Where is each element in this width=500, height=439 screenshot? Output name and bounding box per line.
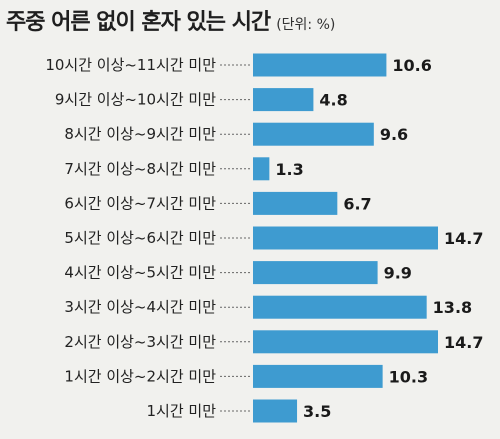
- bar-row: 9시간 이상~10시간 미만 4.8: [55, 88, 348, 112]
- category-label: 9시간 이상~10시간 미만: [55, 91, 216, 109]
- bar-row: 3시간 이상~4시간 미만 13.8: [64, 295, 472, 319]
- value-label: 9.6: [380, 125, 408, 144]
- bar: [253, 53, 387, 77]
- title-row: 주중 어른 없이 혼자 있는 시간 (단위: %): [6, 4, 335, 40]
- chart-unit: (단위: %): [276, 17, 336, 33]
- bar-row: 1시간 이상~2시간 미만 10.3: [64, 364, 428, 388]
- value-label: 9.9: [384, 264, 412, 283]
- value-label: 3.5: [303, 402, 331, 421]
- bar: [253, 226, 438, 250]
- category-label: 1시간 미만: [146, 402, 216, 420]
- category-label: 1시간 이상~2시간 미만: [64, 367, 216, 385]
- bar: [253, 330, 438, 354]
- value-label: 1.3: [275, 160, 303, 179]
- value-label: 13.8: [433, 298, 472, 317]
- bar-row: 6시간 이상~7시간 미만 6.7: [64, 191, 372, 215]
- bar-row: 8시간 이상~9시간 미만 9.6: [64, 122, 408, 146]
- bar: [253, 122, 374, 146]
- bar: [253, 157, 270, 181]
- value-label: 10.3: [389, 367, 428, 386]
- chart-title: 주중 어른 없이 혼자 있는 시간: [6, 10, 271, 35]
- bar-row: 1시간 미만 3.5: [146, 399, 331, 423]
- category-label: 4시간 이상~5시간 미만: [64, 264, 216, 282]
- value-label: 10.6: [392, 56, 431, 75]
- bar-row: 7시간 이상~8시간 미만 1.3: [64, 157, 304, 181]
- bar-row: 5시간 이상~6시간 미만 14.7: [64, 226, 483, 250]
- category-label: 3시간 이상~4시간 미만: [64, 298, 216, 316]
- category-label: 2시간 이상~3시간 미만: [64, 333, 216, 351]
- category-label: 8시간 이상~9시간 미만: [64, 125, 216, 143]
- value-label: 14.7: [444, 229, 483, 248]
- bar-row: 4시간 이상~5시간 미만 9.9: [64, 261, 412, 285]
- bar-row: 10시간 이상~11시간 미만 10.6: [45, 53, 432, 77]
- bar: [253, 191, 338, 215]
- category-label: 6시간 이상~7시간 미만: [64, 194, 216, 212]
- value-label: 4.8: [319, 91, 347, 110]
- category-label: 7시간 이상~8시간 미만: [64, 160, 216, 178]
- bar: [253, 88, 314, 112]
- category-label: 10시간 이상~11시간 미만: [45, 56, 216, 74]
- category-label: 5시간 이상~6시간 미만: [64, 229, 216, 247]
- bar-row: 2시간 이상~3시간 미만 14.7: [64, 330, 483, 354]
- bar: [253, 399, 298, 423]
- bar: [253, 295, 427, 319]
- bar: [253, 364, 383, 388]
- bar: [253, 261, 378, 285]
- value-label: 14.7: [444, 333, 483, 352]
- value-label: 6.7: [343, 194, 371, 213]
